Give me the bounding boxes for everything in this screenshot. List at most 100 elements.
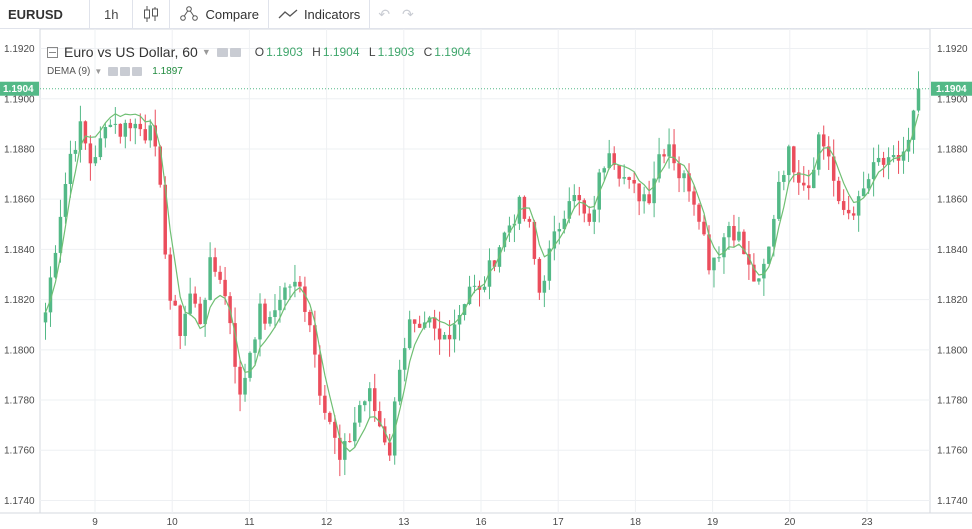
price-tick-left: 1.1900 (4, 94, 35, 105)
interval-button[interactable]: 1h (90, 0, 134, 28)
price-tick-left: 1.1800 (4, 345, 35, 356)
candle-body (198, 303, 202, 325)
candle-body (248, 352, 252, 378)
compare-icon (180, 6, 199, 21)
candle-body (223, 279, 227, 297)
candle-body (377, 411, 382, 427)
candle-body (821, 134, 826, 147)
candle-body (901, 151, 906, 161)
candle-body (48, 277, 53, 313)
candle-body (108, 124, 113, 127)
price-tick-right: 1.1760 (937, 446, 968, 457)
collapse-legend-icon[interactable] (47, 46, 58, 58)
price-tick-right: 1.1860 (937, 195, 968, 206)
candle-body (283, 287, 287, 300)
price-tick-left: 1.1840 (4, 245, 35, 256)
candle-body (308, 311, 312, 326)
series-title: Euro vs US Dollar, 60 (64, 44, 198, 60)
candle-body (742, 231, 746, 255)
series-menu-icon[interactable]: ▼ (201, 47, 211, 57)
candle-body (133, 123, 138, 129)
chart-area[interactable]: 1.1920 1.1920 1.1900 1.1900 1.1880 1.1880 1.18… (0, 29, 972, 529)
high-key: H (312, 45, 321, 59)
time-tick: 9 (92, 517, 98, 528)
dema-hide-icon[interactable] (120, 67, 131, 76)
candle-body (612, 153, 616, 165)
candle-body (382, 426, 387, 443)
candle-body (278, 299, 282, 311)
price-tick-right: 1.1780 (937, 396, 968, 407)
candle-body (338, 437, 342, 460)
price-tick-right: 1.1880 (937, 144, 968, 155)
candle-body (876, 157, 881, 163)
candle-body (58, 216, 63, 253)
candle-body (417, 323, 422, 328)
candle-body (607, 153, 611, 169)
indicators-button[interactable]: Indicators (269, 0, 371, 28)
candle-body (402, 348, 407, 370)
series-settings-icon[interactable] (216, 47, 228, 57)
candle-body (83, 121, 88, 144)
price-tick-left: 1.1780 (4, 396, 35, 407)
price-tick-left: 1.1880 (4, 144, 35, 155)
redo-button[interactable]: ↷ (396, 0, 420, 28)
candle-body (218, 271, 222, 280)
time-tick: 16 (475, 517, 487, 528)
time-tick: 20 (784, 517, 796, 528)
candle-body (442, 334, 447, 340)
price-chart[interactable]: 1.1920 1.1920 1.1900 1.1900 1.1880 1.1880 1.18… (0, 29, 972, 529)
candle-body (702, 221, 706, 235)
candle-body (208, 257, 212, 300)
candle-body (273, 310, 277, 317)
low-value: 1.1903 (377, 45, 415, 59)
candle-body (672, 144, 676, 164)
candle-body (128, 122, 133, 129)
candle-body (532, 221, 537, 259)
last-price-tag-right (931, 81, 972, 96)
time-tick: 23 (861, 517, 873, 528)
candle-body (662, 154, 666, 157)
candle-body (123, 122, 128, 137)
candle-body (353, 422, 357, 442)
candle-body (727, 226, 731, 238)
compare-button[interactable]: Compare (170, 0, 269, 28)
dema-settings-icon[interactable] (108, 67, 119, 76)
candle-body (363, 401, 367, 406)
compare-label: Compare (205, 6, 259, 22)
dema-menu-icon[interactable]: ▼ (94, 67, 103, 76)
dema-legend: DEMA (9) ▼ 1.1897 (47, 66, 183, 77)
series-hide-icon[interactable] (229, 47, 241, 57)
price-tick-right: 1.1840 (937, 245, 968, 256)
candle-body (871, 162, 876, 180)
candle-body (472, 285, 477, 287)
price-tick-right: 1.1820 (937, 295, 968, 306)
candle-body (782, 175, 786, 182)
redo-icon: ↷ (402, 5, 414, 22)
candle-body (772, 218, 776, 247)
candle-body (846, 209, 851, 214)
symbol-search-button[interactable]: EURUSD (0, 0, 90, 28)
ohlc-values: O 1.1903 H 1.1904 L 1.1903 C 1.1904 (249, 45, 471, 59)
dema-line (44, 113, 920, 453)
candle-body (682, 173, 686, 179)
candle-body (407, 319, 412, 349)
candle-body (467, 286, 472, 305)
chart-style-button[interactable] (133, 0, 171, 28)
candle-body (193, 293, 197, 304)
candle-body (53, 252, 58, 278)
candle-body (802, 182, 806, 186)
candle-body (747, 254, 751, 265)
time-tick: 11 (244, 517, 255, 528)
candle-body (243, 377, 247, 395)
candle-body (602, 168, 606, 173)
candle-body (886, 157, 891, 165)
dema-remove-icon[interactable] (132, 67, 143, 76)
undo-button[interactable]: ↶ (370, 0, 396, 28)
candle-body (657, 154, 661, 179)
time-tick: 17 (553, 517, 565, 528)
candle-body (387, 442, 392, 456)
candle-body (797, 172, 801, 183)
high-value: 1.1904 (322, 45, 360, 59)
candle-body (348, 441, 352, 443)
time-tick: 10 (167, 517, 179, 528)
